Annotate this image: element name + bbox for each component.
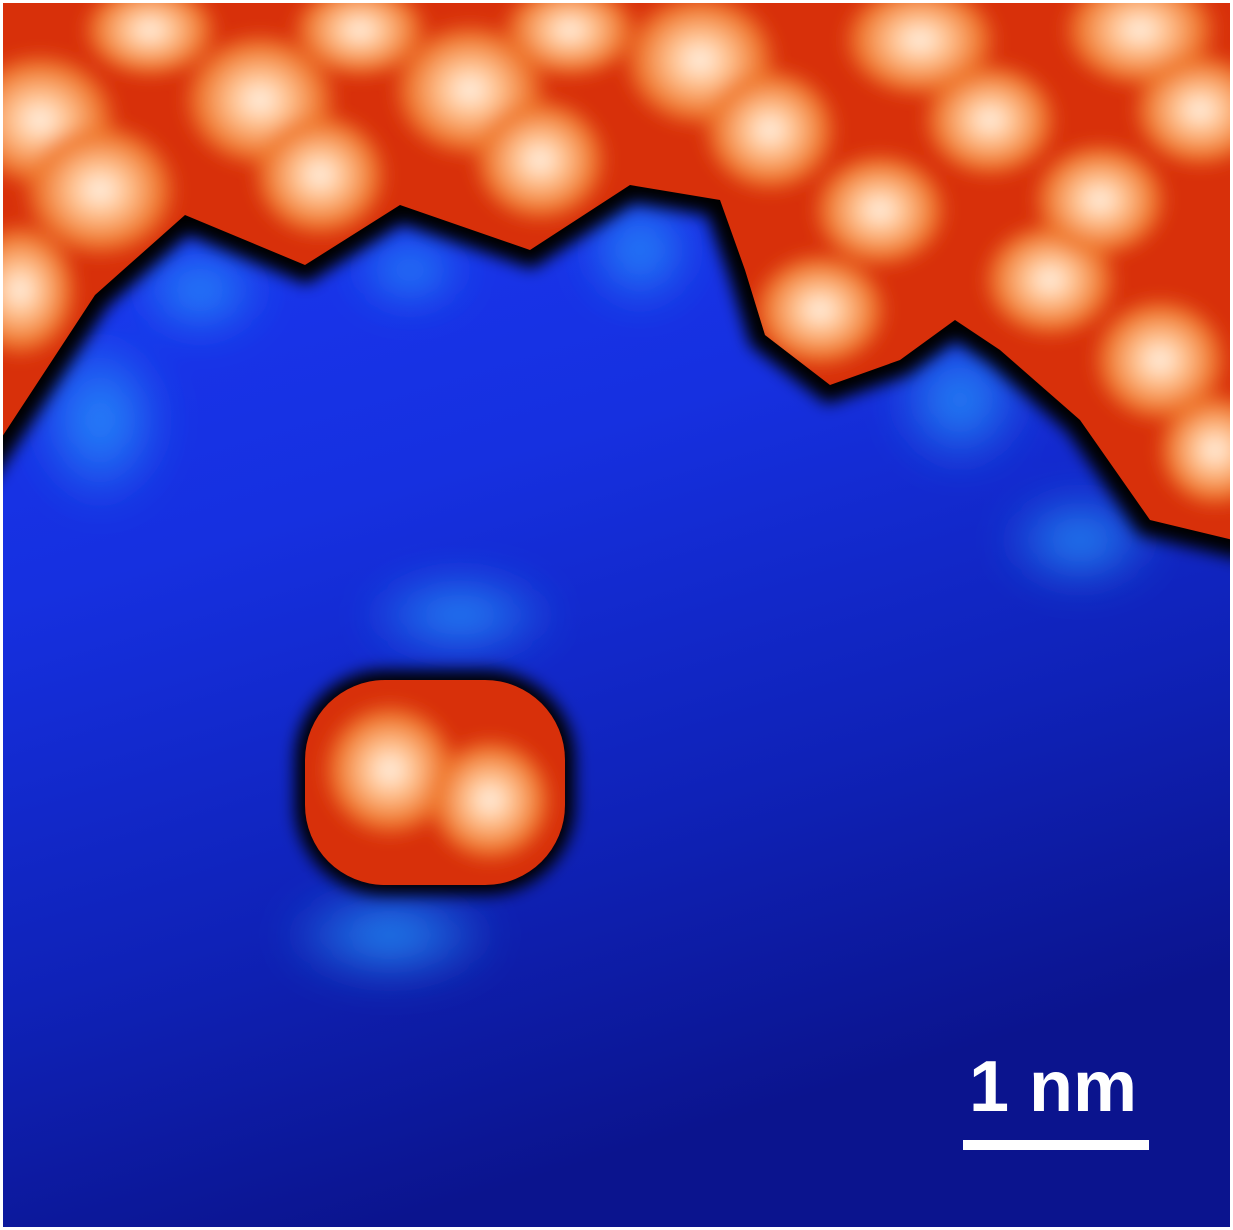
stm-image: 1 nm [0,0,1233,1230]
scale-bar-label: 1 nm [969,1047,1137,1127]
scan [0,0,1233,1230]
page: 1 nm (() => { const data = JSON.parse(do… [0,0,1233,1230]
molecule [300,675,570,890]
